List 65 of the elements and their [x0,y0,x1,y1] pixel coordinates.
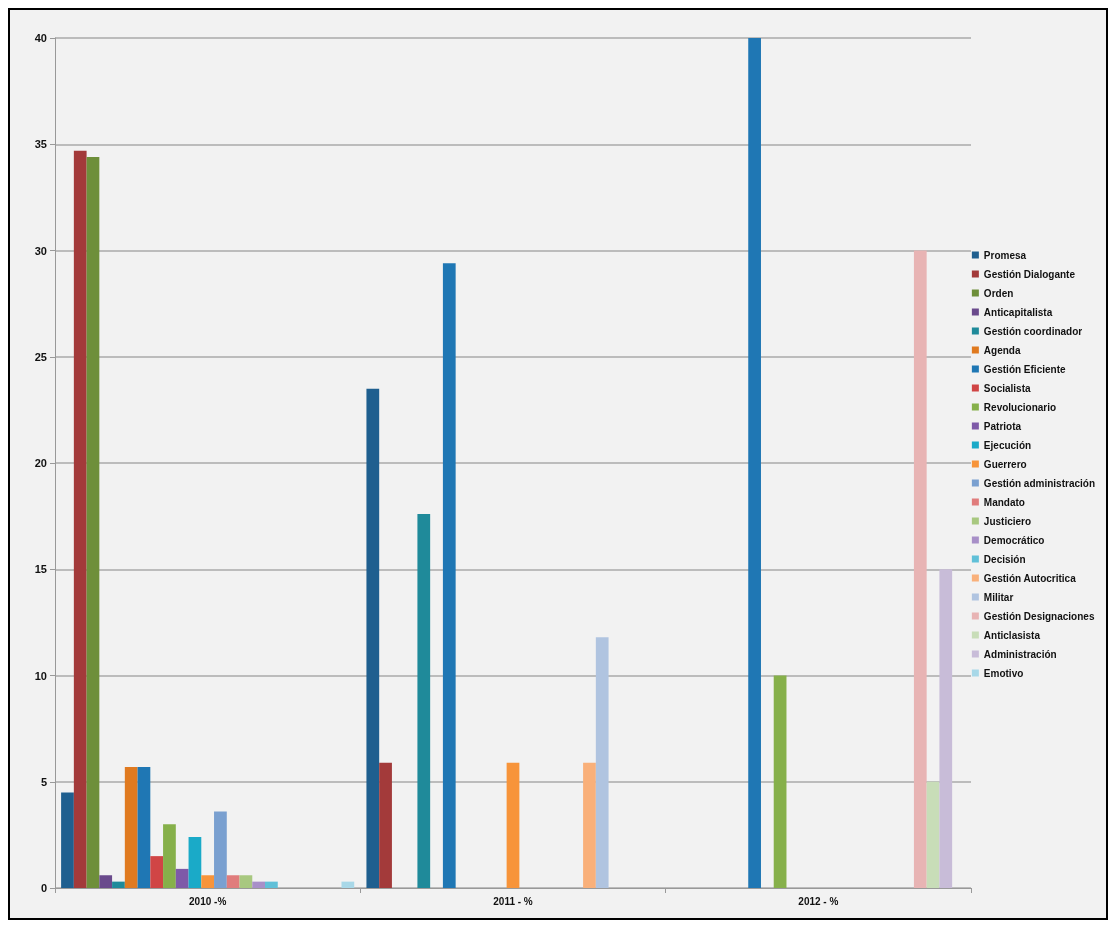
bar [417,514,431,888]
legend-label: Guerrero [983,458,1027,470]
bar [583,762,596,888]
x-tick-label: 2010 -% [189,895,227,907]
legend-label: Gestión Designaciones [983,610,1095,622]
bar [99,875,113,888]
legend-label: Gestión Eficiente [983,363,1066,375]
bar [214,811,227,888]
y-tick-label: 20 [34,457,47,469]
bar [506,762,520,888]
legend-label: Gestión Autocritica [983,572,1077,584]
bar [175,868,189,888]
y-tick-label: 5 [40,775,47,788]
bar [926,781,940,888]
legend-label: Agenda [983,344,1021,356]
bar [73,150,87,888]
bar [61,792,74,888]
bar [252,881,266,888]
legend-label: Democrático [983,534,1045,546]
bar [239,875,253,888]
bar [163,824,176,888]
bar [595,637,609,888]
legend-label: Administración [983,648,1057,660]
bar [773,675,787,888]
bar [226,875,240,888]
bar [201,875,215,888]
bar [188,837,202,888]
bar [124,766,138,888]
y-tick-label: 15 [34,563,47,576]
legend-label: Gestión administración [983,477,1096,489]
legend-label: Promesa [983,249,1027,261]
x-tick-label: 2012 - % [798,895,839,907]
legend-label: Justiciero [983,515,1032,527]
y-tick-label: 0 [40,882,47,894]
legend-label: Gestión Dialogante [983,268,1076,280]
legend-label: Emotivo [983,667,1024,679]
bar [939,569,953,888]
y-tick-label: 30 [34,244,47,257]
legend-label: Patriota [983,420,1022,432]
bar [748,38,761,888]
legend-label: Mandato [983,496,1025,508]
legend-label: Militar [983,591,1014,603]
bar [112,881,125,888]
bar [86,157,100,888]
legend-label: Socialista [983,382,1031,394]
legend-label: Orden [983,287,1014,299]
bar [150,856,164,888]
y-tick-label: 25 [34,350,47,363]
legend-label: Anticlasista [983,629,1041,641]
bar [913,250,927,888]
bar [366,388,380,888]
legend-label: Decisión [983,553,1026,565]
y-tick-label: 35 [34,138,47,151]
x-tick-label: 2011 - % [493,895,533,907]
legend-label: Anticapitalista [983,306,1053,318]
bar [442,263,456,888]
legend-label: Ejecución [983,439,1032,451]
bar [341,881,355,888]
bar [379,762,392,888]
bar [137,766,151,888]
y-tick-label: 10 [34,669,47,682]
y-tick-label: 40 [34,32,47,44]
legend-label: Revolucionario [983,401,1057,413]
bar [265,881,278,888]
legend-label: Gestión coordinador [983,325,1083,337]
